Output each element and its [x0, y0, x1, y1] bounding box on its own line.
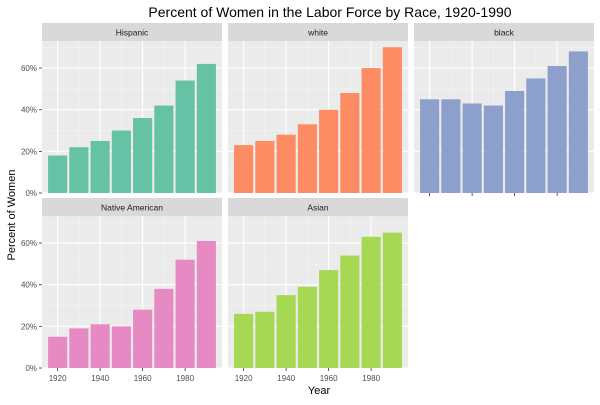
bar	[441, 99, 461, 193]
bar	[568, 51, 588, 194]
bar	[526, 78, 546, 193]
bar	[505, 90, 525, 193]
bar	[361, 236, 381, 368]
panel-background	[228, 216, 408, 368]
y-axis-label: Percent of Women	[6, 170, 18, 261]
bar	[382, 47, 402, 193]
bar	[276, 295, 296, 368]
bar	[133, 309, 153, 368]
x-tick-label: 1940	[277, 374, 295, 383]
x-tick-label: 1960	[134, 374, 152, 383]
facet-strip	[414, 23, 594, 41]
x-tick-label: 1980	[362, 374, 380, 383]
x-axis-label: Year	[308, 385, 331, 397]
bar	[276, 134, 296, 193]
bar	[196, 240, 216, 368]
x-tick-label: 1920	[235, 374, 253, 383]
facet-strip	[42, 23, 222, 41]
panel-background	[42, 41, 222, 193]
bar	[111, 130, 131, 193]
facet-strip-label: white	[307, 28, 328, 38]
facet-panel: black	[414, 23, 594, 196]
bar	[111, 326, 131, 368]
bar	[154, 288, 174, 368]
bar	[462, 103, 482, 193]
bar	[48, 336, 68, 368]
bar	[90, 324, 110, 368]
y-tick-label: 0%	[25, 189, 37, 198]
facet-panel: Asian 1920 1940 1960 1980	[228, 198, 408, 383]
bar	[196, 63, 216, 193]
y-tick-label: 60%	[21, 239, 37, 248]
x-tick-label: 1960	[320, 374, 338, 383]
facet-strip	[42, 198, 222, 216]
facet-panel: white	[228, 23, 408, 194]
bar	[175, 80, 195, 193]
x-tick-label: 1980	[176, 374, 194, 383]
panel-background	[414, 41, 594, 193]
x-tick-label: 1940	[91, 374, 109, 383]
bar	[382, 232, 402, 368]
bar	[547, 65, 567, 193]
facet-panel: Native American 0% 20% 40% 60% 1920 1940 1960 19…	[21, 198, 222, 383]
bar	[319, 270, 339, 368]
bar	[234, 145, 254, 193]
y-tick-label: 0%	[25, 364, 37, 373]
facet-strip	[228, 198, 408, 216]
chart-title: Percent of Women in the Labor Force by R…	[148, 4, 511, 20]
bar	[340, 93, 360, 193]
bar	[154, 105, 174, 193]
y-tick-label: 40%	[21, 281, 37, 290]
facet-strip-label: black	[494, 28, 515, 38]
facet-strip-label: Native American	[101, 203, 163, 213]
facet-strip-label: Asian	[307, 203, 329, 213]
bar	[90, 140, 110, 193]
bar	[255, 311, 275, 368]
bar	[297, 124, 317, 193]
bar	[319, 109, 339, 193]
facet-panels: Hispanic 0% 20% 40% 60% white black Native Amer…	[21, 23, 594, 383]
bar	[255, 140, 275, 193]
panel-background	[42, 216, 222, 368]
bar	[48, 155, 68, 193]
panel-background	[228, 41, 408, 193]
bar	[175, 259, 195, 368]
facet-panel: Hispanic 0% 20% 40% 60%	[21, 23, 222, 198]
y-tick-label: 20%	[21, 322, 37, 331]
bar	[483, 105, 503, 193]
y-tick-label: 40%	[21, 106, 37, 115]
bar	[297, 286, 317, 368]
bar	[420, 99, 440, 193]
bar	[69, 147, 89, 193]
bar	[69, 328, 89, 368]
x-tick-label: 1920	[49, 374, 67, 383]
facet-strip	[228, 23, 408, 41]
y-tick-label: 20%	[21, 147, 37, 156]
y-tick-label: 60%	[21, 64, 37, 73]
bar	[234, 313, 254, 368]
facet-strip-label: Hispanic	[116, 28, 149, 38]
bar	[340, 255, 360, 368]
bar	[133, 118, 153, 193]
bar	[361, 68, 381, 193]
